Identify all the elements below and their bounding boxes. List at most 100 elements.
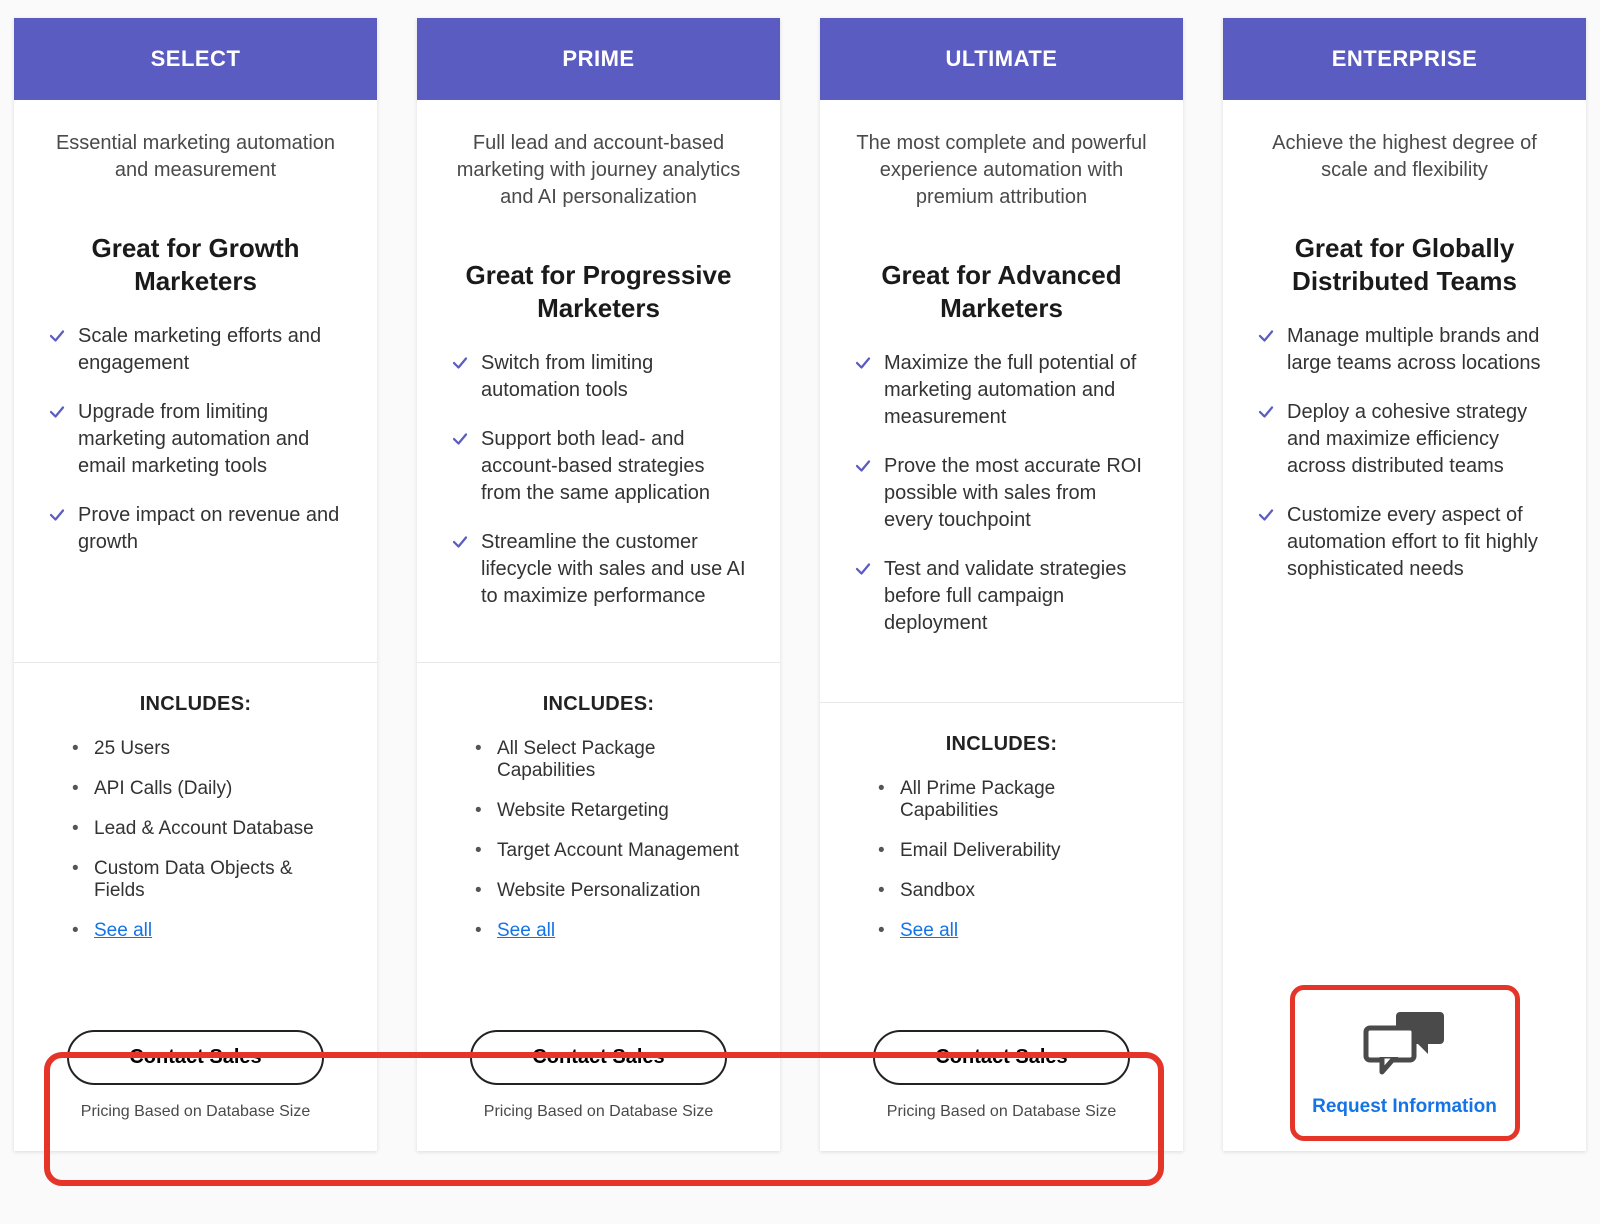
includes-item: Website Personalization xyxy=(475,880,746,902)
pricing-note: Pricing Based on Database Size xyxy=(451,1103,746,1121)
benefit-item: Customize every aspect of automation eff… xyxy=(1257,502,1552,583)
includes-item: Sandbox xyxy=(878,880,1149,902)
pricing-note: Pricing Based on Database Size xyxy=(854,1103,1149,1121)
benefit-item: Manage multiple brands and large teams a… xyxy=(1257,323,1552,377)
tier-tagline: The most complete and powerful experienc… xyxy=(854,130,1149,211)
tier-great-for: Great for Growth Marketers xyxy=(48,232,343,297)
tier-upper: Full lead and account-based marketing wi… xyxy=(417,100,780,662)
pricing-grid-stage: SELECT Essential marketing automation and… xyxy=(14,18,1586,1151)
check-icon xyxy=(1257,327,1275,345)
benefit-text: Upgrade from limiting marketing automati… xyxy=(78,399,343,480)
tier-tagline: Essential marketing automation and measu… xyxy=(48,130,343,184)
tier-tagline: Achieve the highest degree of scale and … xyxy=(1257,130,1552,184)
includes-list: All Prime Package Capabilities Email Deli… xyxy=(854,778,1149,942)
check-icon xyxy=(1257,403,1275,421)
check-icon xyxy=(854,560,872,578)
includes-item: Lead & Account Database xyxy=(72,818,343,840)
tier-great-for: Great for Advanced Marketers xyxy=(854,259,1149,324)
check-icon xyxy=(48,506,66,524)
tier-upper: The most complete and powerful experienc… xyxy=(820,100,1183,702)
includes-list: All Select Package Capabilities Website R… xyxy=(451,738,746,942)
pricing-card-prime: PRIME Full lead and account-based marketi… xyxy=(417,18,780,1151)
benefit-item: Prove impact on revenue and growth xyxy=(48,502,343,556)
includes-item-see-all: See all xyxy=(878,920,1149,942)
pricing-card-select: SELECT Essential marketing automation and… xyxy=(14,18,377,1151)
contact-sales-button[interactable]: Contact Sales xyxy=(67,1030,323,1085)
benefit-item: Streamline the customer lifecycle with s… xyxy=(451,529,746,610)
includes-item: Website Retargeting xyxy=(475,800,746,822)
benefit-text: Customize every aspect of automation eff… xyxy=(1287,502,1552,583)
tier-header: SELECT xyxy=(14,18,377,100)
benefit-item: Deploy a cohesive strategy and maximize … xyxy=(1257,399,1552,480)
pricing-grid: SELECT Essential marketing automation and… xyxy=(14,18,1586,1151)
pricing-card-enterprise: ENTERPRISE Achieve the highest degree of … xyxy=(1223,18,1586,1151)
check-icon xyxy=(48,327,66,345)
includes-title: INCLUDES: xyxy=(854,733,1149,756)
includes-item-see-all: See all xyxy=(72,920,343,942)
benefit-item: Prove the most accurate ROI possible wit… xyxy=(854,453,1149,534)
tier-tagline: Full lead and account-based marketing wi… xyxy=(451,130,746,211)
tier-great-for: Great for Globally Distributed Teams xyxy=(1257,232,1552,297)
benefits-list: Maximize the full potential of marketing… xyxy=(854,350,1149,637)
pricing-card-ultimate: ULTIMATE The most complete and powerful e… xyxy=(820,18,1183,1151)
benefit-item: Maximize the full potential of marketing… xyxy=(854,350,1149,431)
check-icon xyxy=(451,533,469,551)
check-icon xyxy=(854,354,872,372)
benefit-item: Support both lead- and account-based str… xyxy=(451,426,746,507)
includes-list: 25 Users API Calls (Daily) Lead & Account … xyxy=(48,738,343,942)
benefit-text: Prove impact on revenue and growth xyxy=(78,502,343,556)
tier-lower: INCLUDES: All Prime Package Capabilities E… xyxy=(820,702,1183,970)
tier-header: PRIME xyxy=(417,18,780,100)
benefits-list: Manage multiple brands and large teams a… xyxy=(1257,323,1552,583)
tier-lower: INCLUDES: All Select Package Capabilities… xyxy=(417,662,780,970)
tier-lower: Request Information xyxy=(1223,855,1586,1151)
tier-upper: Achieve the highest degree of scale and … xyxy=(1223,100,1586,855)
cta-wrap: Contact Sales Pricing Based on Database S… xyxy=(820,970,1183,1151)
includes-item: 25 Users xyxy=(72,738,343,760)
request-information-link[interactable]: Request Information xyxy=(1312,1096,1497,1117)
includes-item: API Calls (Daily) xyxy=(72,778,343,800)
benefit-text: Scale marketing efforts and engagement xyxy=(78,323,343,377)
includes-title: INCLUDES: xyxy=(48,693,343,716)
check-icon xyxy=(854,457,872,475)
see-all-link[interactable]: See all xyxy=(900,920,958,941)
benefit-text: Prove the most accurate ROI possible wit… xyxy=(884,453,1149,534)
benefit-text: Switch from limiting automation tools xyxy=(481,350,746,404)
benefit-text: Manage multiple brands and large teams a… xyxy=(1287,323,1552,377)
request-info-box: Request Information xyxy=(1290,985,1520,1141)
see-all-link[interactable]: See all xyxy=(94,920,152,941)
check-icon xyxy=(48,403,66,421)
benefit-item: Test and validate strategies before full… xyxy=(854,556,1149,637)
tier-upper: Essential marketing automation and measu… xyxy=(14,100,377,662)
tier-header: ENTERPRISE xyxy=(1223,18,1586,100)
includes-title: INCLUDES: xyxy=(451,693,746,716)
benefit-text: Maximize the full potential of marketing… xyxy=(884,350,1149,431)
benefit-text: Streamline the customer lifecycle with s… xyxy=(481,529,746,610)
includes-item: Target Account Management xyxy=(475,840,746,862)
includes-item: All Prime Package Capabilities xyxy=(878,778,1149,822)
tier-lower: INCLUDES: 25 Users API Calls (Daily) Lead &… xyxy=(14,662,377,970)
check-icon xyxy=(1257,506,1275,524)
benefit-text: Support both lead- and account-based str… xyxy=(481,426,746,507)
benefit-text: Deploy a cohesive strategy and maximize … xyxy=(1287,399,1552,480)
tier-great-for: Great for Progressive Marketers xyxy=(451,259,746,324)
contact-sales-button[interactable]: Contact Sales xyxy=(873,1030,1129,1085)
includes-item: Custom Data Objects & Fields xyxy=(72,858,343,902)
benefit-item: Upgrade from limiting marketing automati… xyxy=(48,399,343,480)
see-all-link[interactable]: See all xyxy=(497,920,555,941)
benefit-item: Scale marketing efforts and engagement xyxy=(48,323,343,377)
cta-wrap: Contact Sales Pricing Based on Database S… xyxy=(14,970,377,1151)
includes-item: Email Deliverability xyxy=(878,840,1149,862)
benefit-item: Switch from limiting automation tools xyxy=(451,350,746,404)
benefits-list: Scale marketing efforts and engagement Up… xyxy=(48,323,343,556)
includes-item: All Select Package Capabilities xyxy=(475,738,746,782)
benefits-list: Switch from limiting automation tools Sup… xyxy=(451,350,746,610)
check-icon xyxy=(451,430,469,448)
contact-sales-button[interactable]: Contact Sales xyxy=(470,1030,726,1085)
tier-header: ULTIMATE xyxy=(820,18,1183,100)
includes-item-see-all: See all xyxy=(475,920,746,942)
pricing-note: Pricing Based on Database Size xyxy=(48,1103,343,1121)
cta-wrap: Contact Sales Pricing Based on Database S… xyxy=(417,970,780,1151)
benefit-text: Test and validate strategies before full… xyxy=(884,556,1149,637)
check-icon xyxy=(451,354,469,372)
